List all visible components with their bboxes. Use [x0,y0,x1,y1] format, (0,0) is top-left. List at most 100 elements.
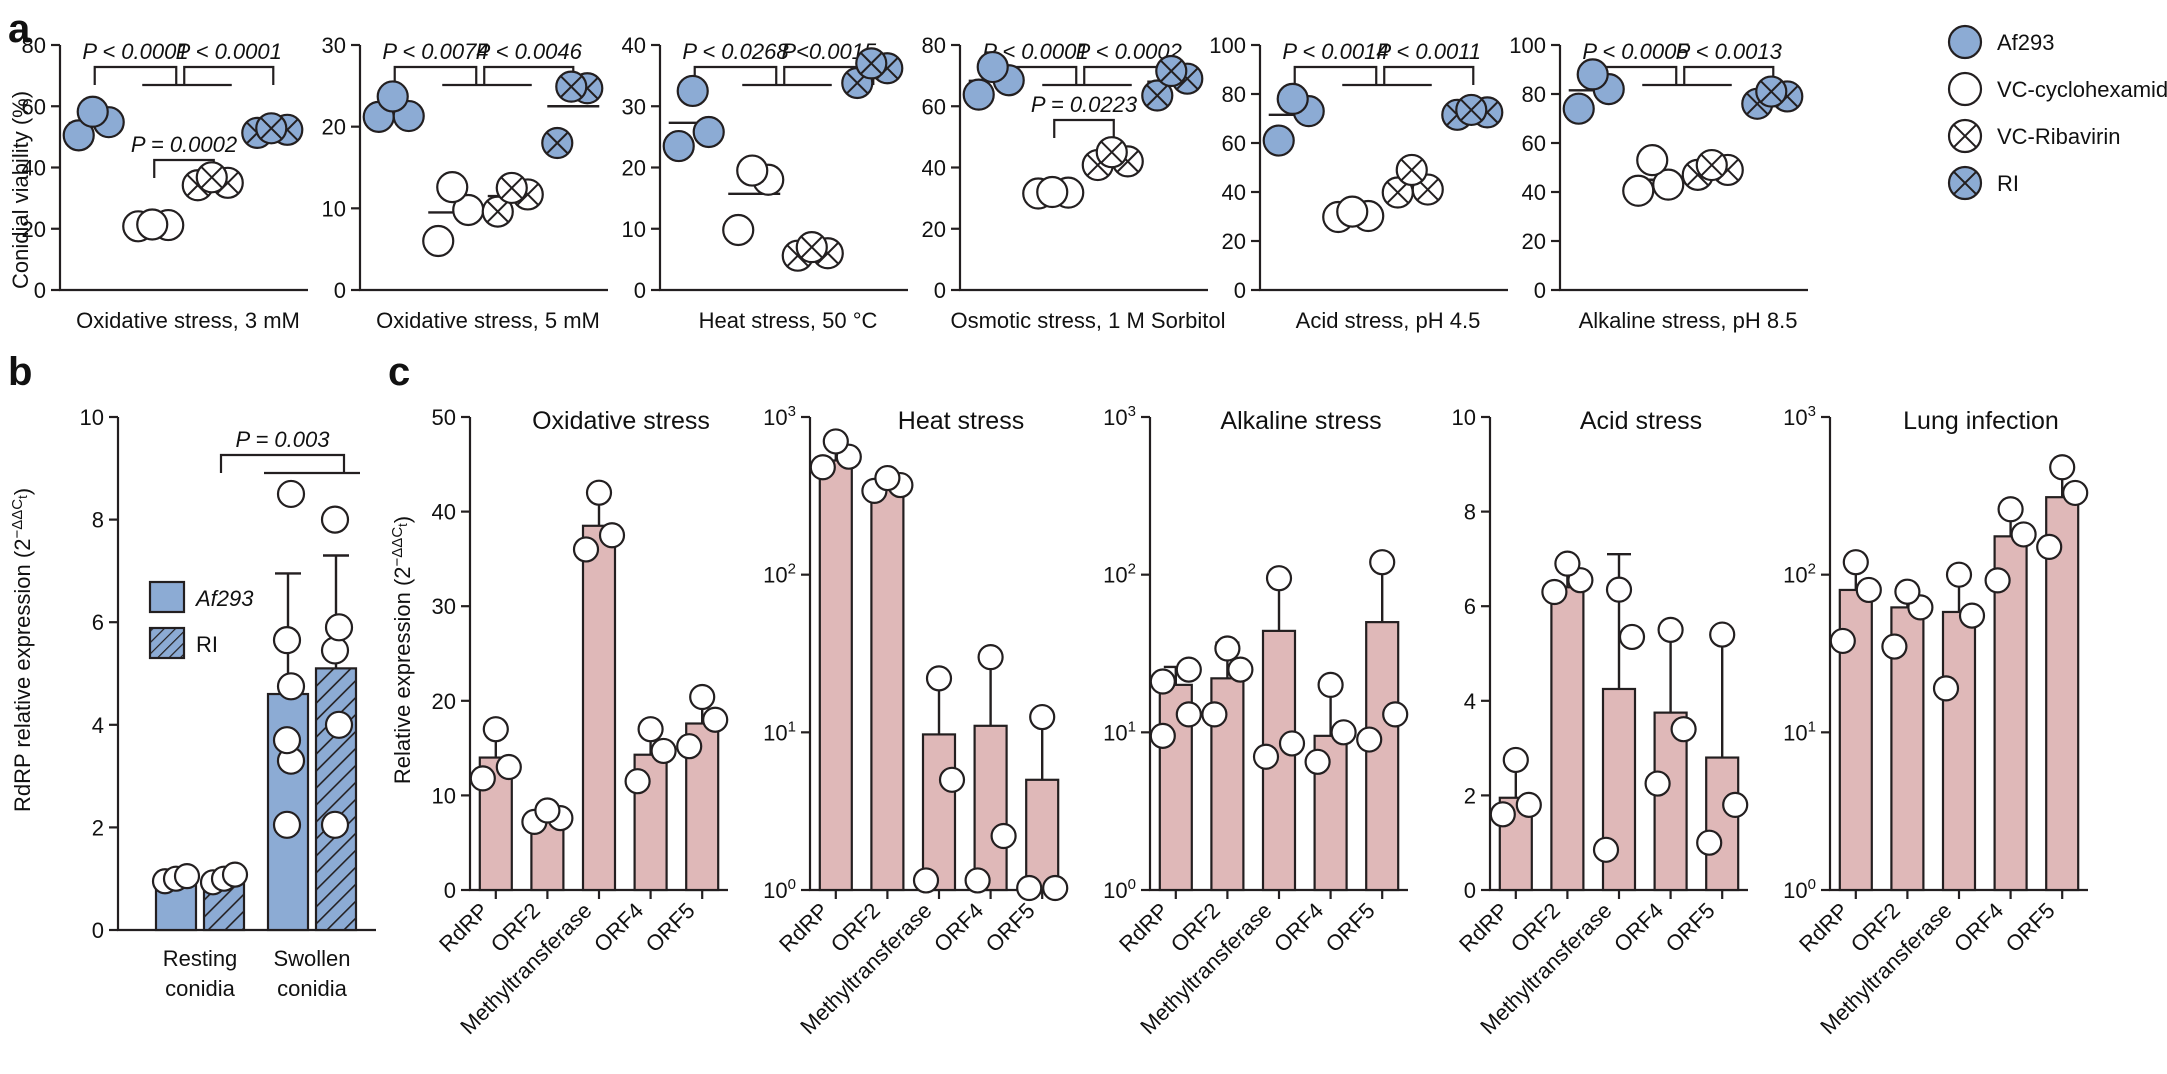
panel-a-xlabel-1: Oxidative stress, 5 mM [376,308,600,333]
data-point [822,428,849,455]
legend-label-3: RI [1997,171,2019,196]
panel-a-chart-3: 0 20 40 60 80 Osmotic stress, 1 M Sorbitol P <… [922,33,1226,333]
y-tick-label: 6 [92,610,104,635]
y-tick-label: 2 [1464,783,1476,808]
data-point [637,716,664,743]
y-tick-label: 30 [622,94,646,119]
y-tick-label: 0 [934,278,946,303]
p-value-label-2: P < 0.0046 [476,39,583,64]
data-point [173,863,201,890]
cross-line [1175,67,1199,91]
panel-a: Conidial viability (%) 0 20 40 60 80 Oxidativ… [8,24,2167,333]
data-point [702,706,729,733]
panel-c-title-3: Acid stress [1580,407,1702,435]
panel-a-group-1 [122,208,185,243]
panel-c-ylabel: Relative expression (2−ΔΔCt) [389,516,415,784]
y-tick-label: 10 [80,405,104,430]
data-point [1356,726,1383,753]
panel-c-xlabel: ORF4 [1609,898,1668,957]
y-tick-label: 10 [622,217,646,242]
data-point [1149,668,1176,695]
data-point [572,536,600,563]
p-bracket-2 [1383,65,1475,85]
data-point [1042,874,1069,902]
p-value-label-3: P = 0.0223 [1031,92,1138,117]
y-tick-label: 101 [1783,718,1816,745]
panel-a-xlabel-3: Osmotic stress, 1 M Sorbitol [950,308,1225,333]
panel-c-xlabel: ORF4 [929,898,988,957]
data-point [1252,743,1280,770]
data-point [1894,578,1921,605]
bar [1025,778,1060,892]
p-bracket-3 [1053,118,1115,138]
panel-a-group-2 [181,161,244,202]
data-point [1644,770,1671,797]
panel-a-group-0 [662,74,725,163]
cross-line [200,165,224,189]
y-tick-label: 100 [763,876,796,903]
panel-a-group-0 [62,95,125,152]
panel-c-xlabel: ORF4 [589,898,648,957]
panel-b-xgroup-1-line1: Swollen [273,946,350,971]
data-point [1515,791,1542,818]
p-value-label: P = 0.003 [236,427,331,452]
panel-c-title-1: Heat stress [898,407,1024,435]
panel-letter-b: b [8,350,32,394]
panel-a-group-3 [241,112,304,149]
panel-a-xlabel-4: Acid stress, pH 4.5 [1296,308,1481,333]
data-point [2062,479,2089,507]
panel-a-group-3 [1741,75,1804,120]
y-tick-label: 20 [1222,229,1246,254]
y-tick-label: 100 [1509,33,1546,58]
data-point [2010,521,2037,548]
data-point-filled-circle [1276,82,1309,116]
data-point [912,867,940,894]
p-value-label-1: P < 0.0001 [82,39,188,64]
panel-c-xlabel: ORF5 [1321,898,1380,957]
data-point [964,867,991,894]
data-point-open-circle [436,171,469,204]
data-point [1657,616,1684,643]
panel-b-xgroup-1-line2: conidia [277,976,347,1001]
y-tick-label: 40 [922,156,946,181]
data-point-filled-circle [62,119,95,152]
data-point-open-circle [1652,168,1685,201]
cross-line [1700,153,1724,177]
data-point [1592,836,1620,863]
panel-c-xlabel: ORF4 [1269,898,1328,957]
panel-c-title-0: Oxidative stress [532,407,710,435]
data-point [1554,550,1581,577]
p-value-label-2: P < 0.0001 [176,39,282,64]
panel-c-xlabel: ORF5 [641,898,700,957]
data-point [1175,701,1202,728]
data-point [1842,549,1869,576]
y-tick-label: 100 [1783,876,1816,903]
cross-line [1100,140,1124,164]
panel-b-xgroup-0-line2: conidia [165,976,235,1001]
data-point [1958,602,1986,629]
y-tick-label: 0 [444,878,456,903]
panel-a-xlabel-5: Alkaline stress, pH 8.5 [1579,308,1798,333]
panel-a-group-2 [1681,148,1744,191]
data-point [650,737,677,765]
cross-line [1159,59,1183,83]
panel-a-group-3 [541,70,604,160]
y-tick-label: 0 [1464,878,1476,903]
panel-c-xlabel: ORF5 [981,898,1040,957]
panel-a-ylabel: Conidial viability (%) [8,91,33,289]
data-point-filled-circle [76,95,109,128]
data-point [598,522,626,549]
cross-line [500,176,524,200]
panel-b-xgroup-0-line1: Resting [163,946,238,971]
panel-a-group-3 [1441,93,1504,131]
data-point [624,768,651,795]
p-value-label-1: P < 0.0005 [1582,39,1689,64]
data-point [1330,719,1357,746]
legend-item-1: VC-cyclohexamide [1947,71,2167,107]
y-tick-label: 0 [1234,278,1246,303]
cross-line [516,183,540,206]
data-point [977,644,1004,671]
